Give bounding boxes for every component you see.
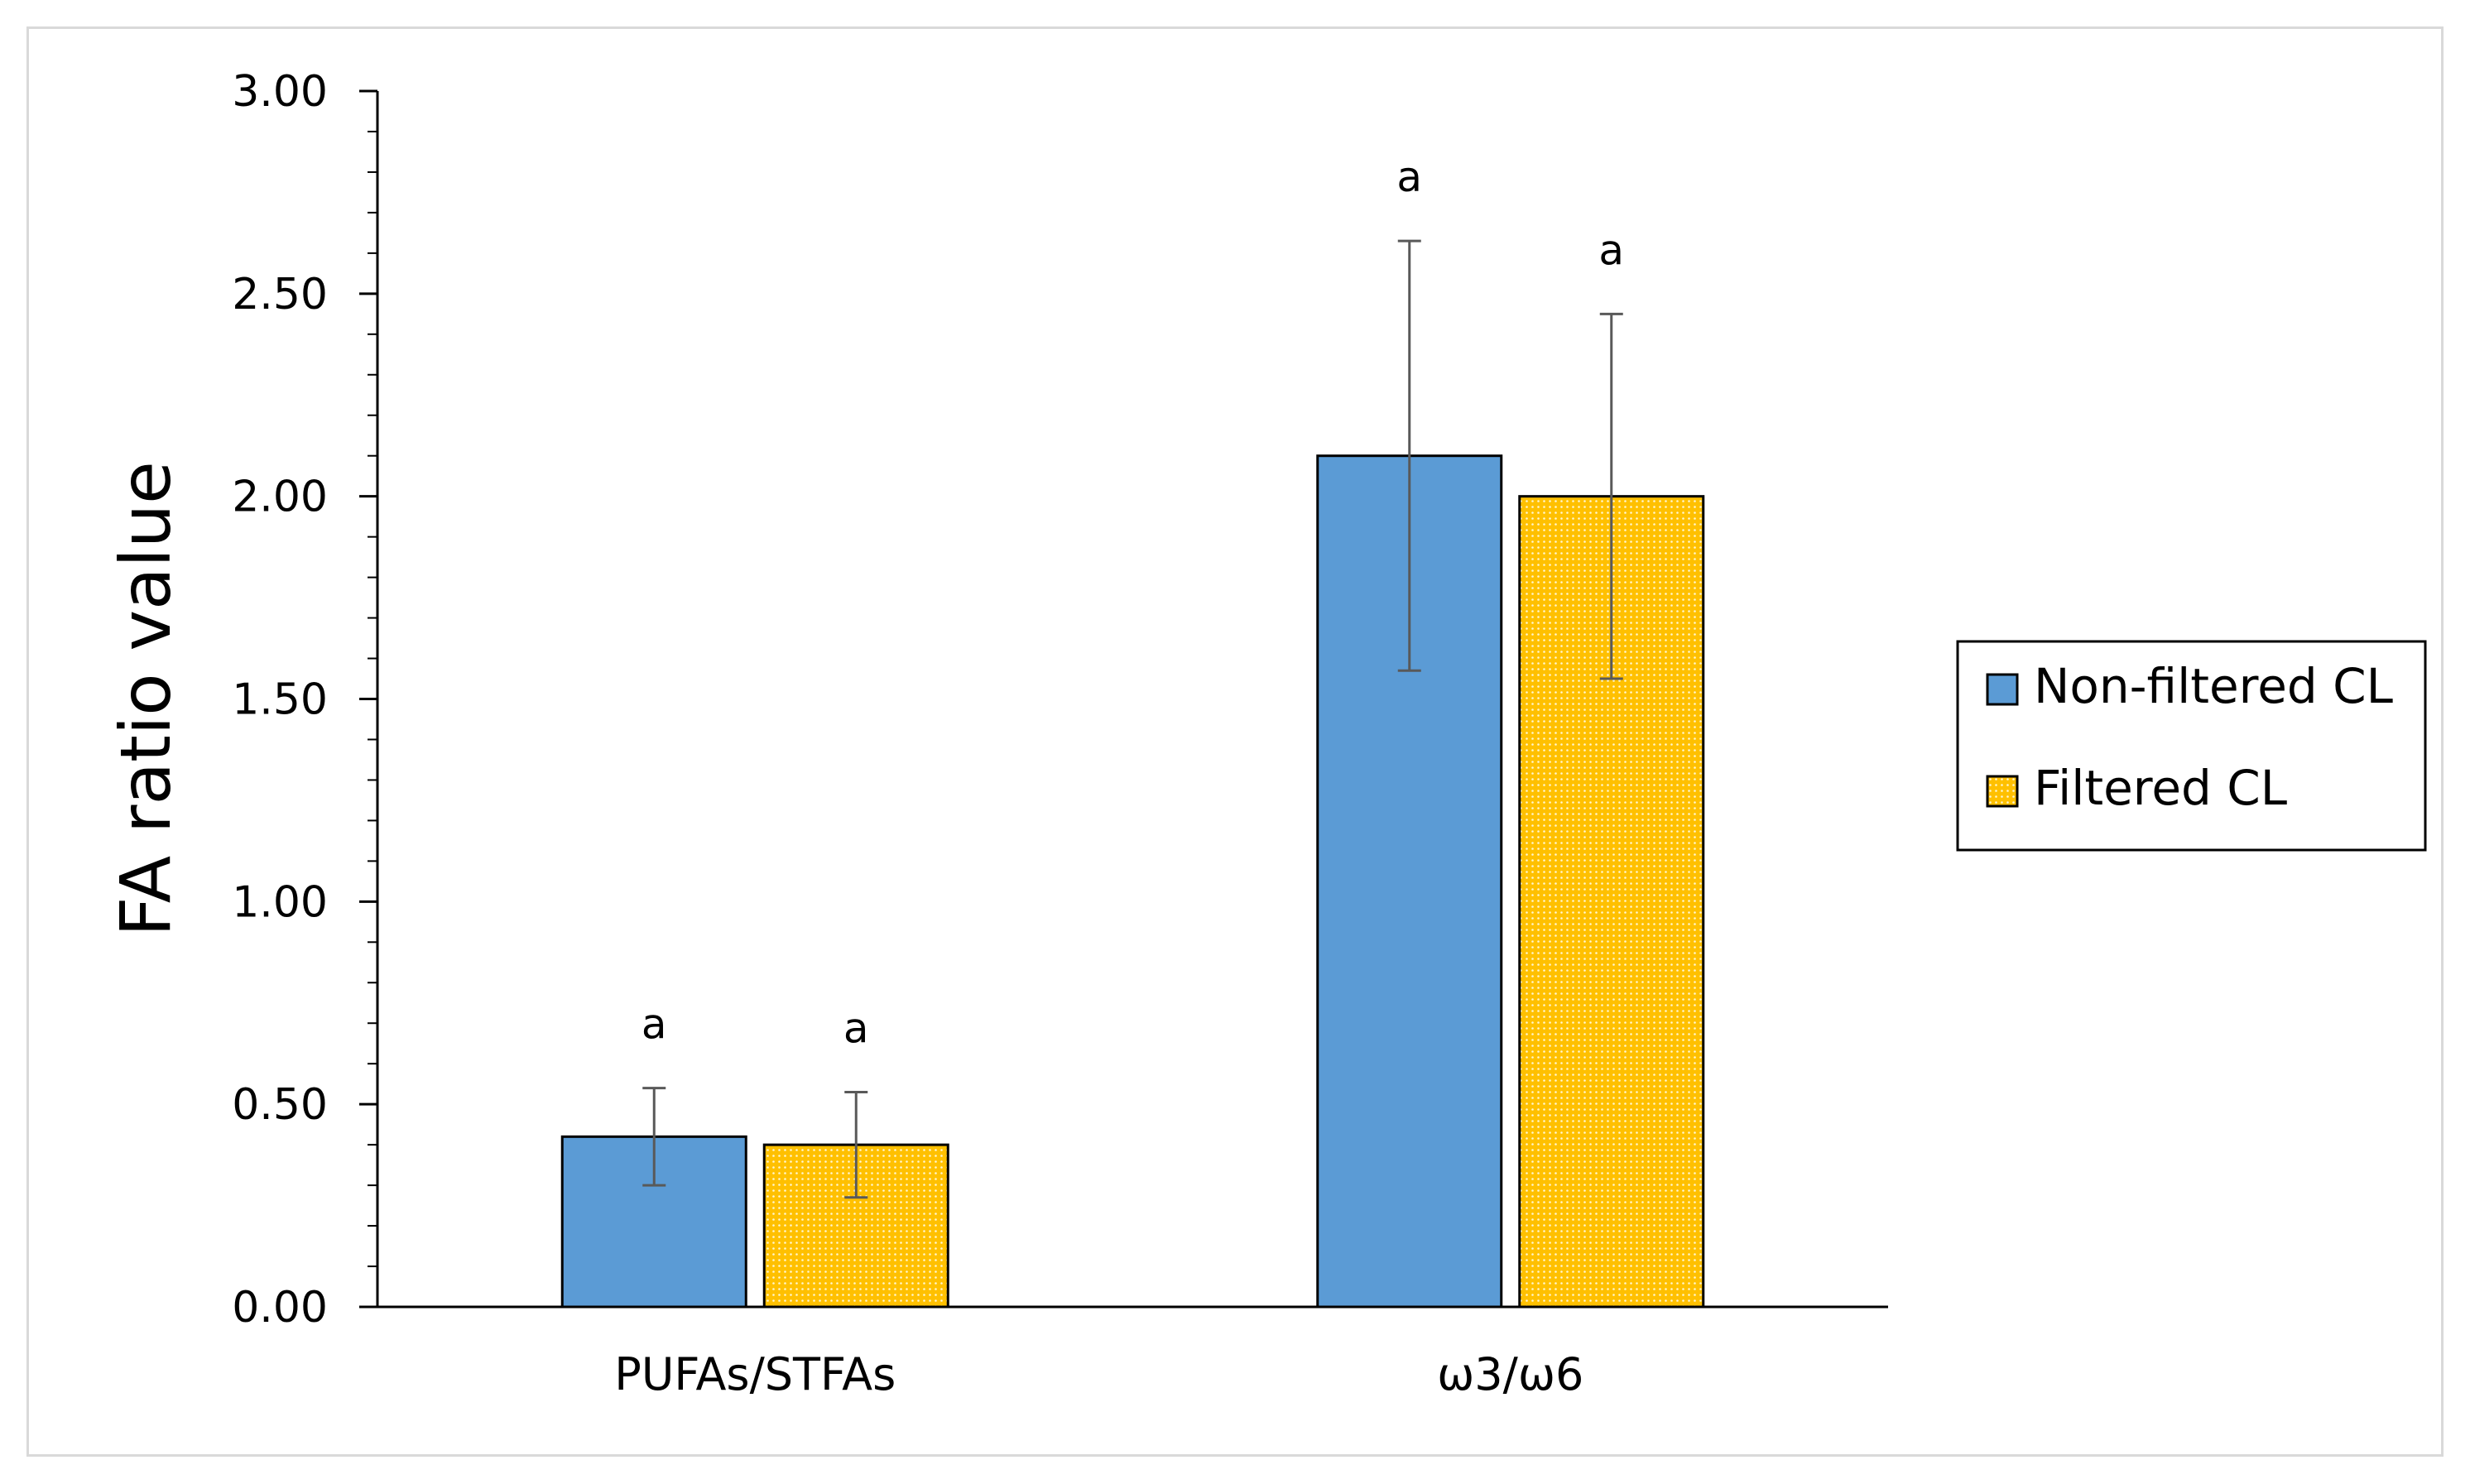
legend-label: Filtered CL [2034,760,2287,816]
bar-chart: 0.00 0.50 1.00 1.50 2.00 2.50 3.00 FA ratio val… [105,67,2427,1400]
legend-box [1956,640,2427,852]
legend-swatch [1986,775,2019,808]
legend: Non-filtered CL Filtered CL [1956,640,2427,852]
y-axis-title: FA ratio value [105,461,186,937]
y-tick-label: 2.00 [232,473,328,522]
significance-label: a [1598,226,1624,274]
y-tick-label: 1.50 [232,675,328,725]
y-tick-label: 0.50 [232,1080,328,1130]
x-category-label: ω3/ω6 [1437,1348,1583,1400]
significance-label: a [843,1004,869,1052]
y-tick-label: 3.00 [232,67,328,117]
y-tick-label: 2.50 [232,270,328,319]
significance-label: a [642,1001,667,1049]
y-tick-label: 1.00 [232,877,328,927]
significance-label: a [1396,153,1422,201]
x-category-label: PUFAs/STFAs [614,1348,896,1400]
legend-label: Non-filtered CL [2034,658,2393,714]
y-tick-label: 0.00 [232,1283,328,1333]
chart-frame: 0.00 0.50 1.00 1.50 2.00 2.50 3.00 FA ratio val… [26,26,2444,1457]
legend-swatch [1986,673,2019,706]
